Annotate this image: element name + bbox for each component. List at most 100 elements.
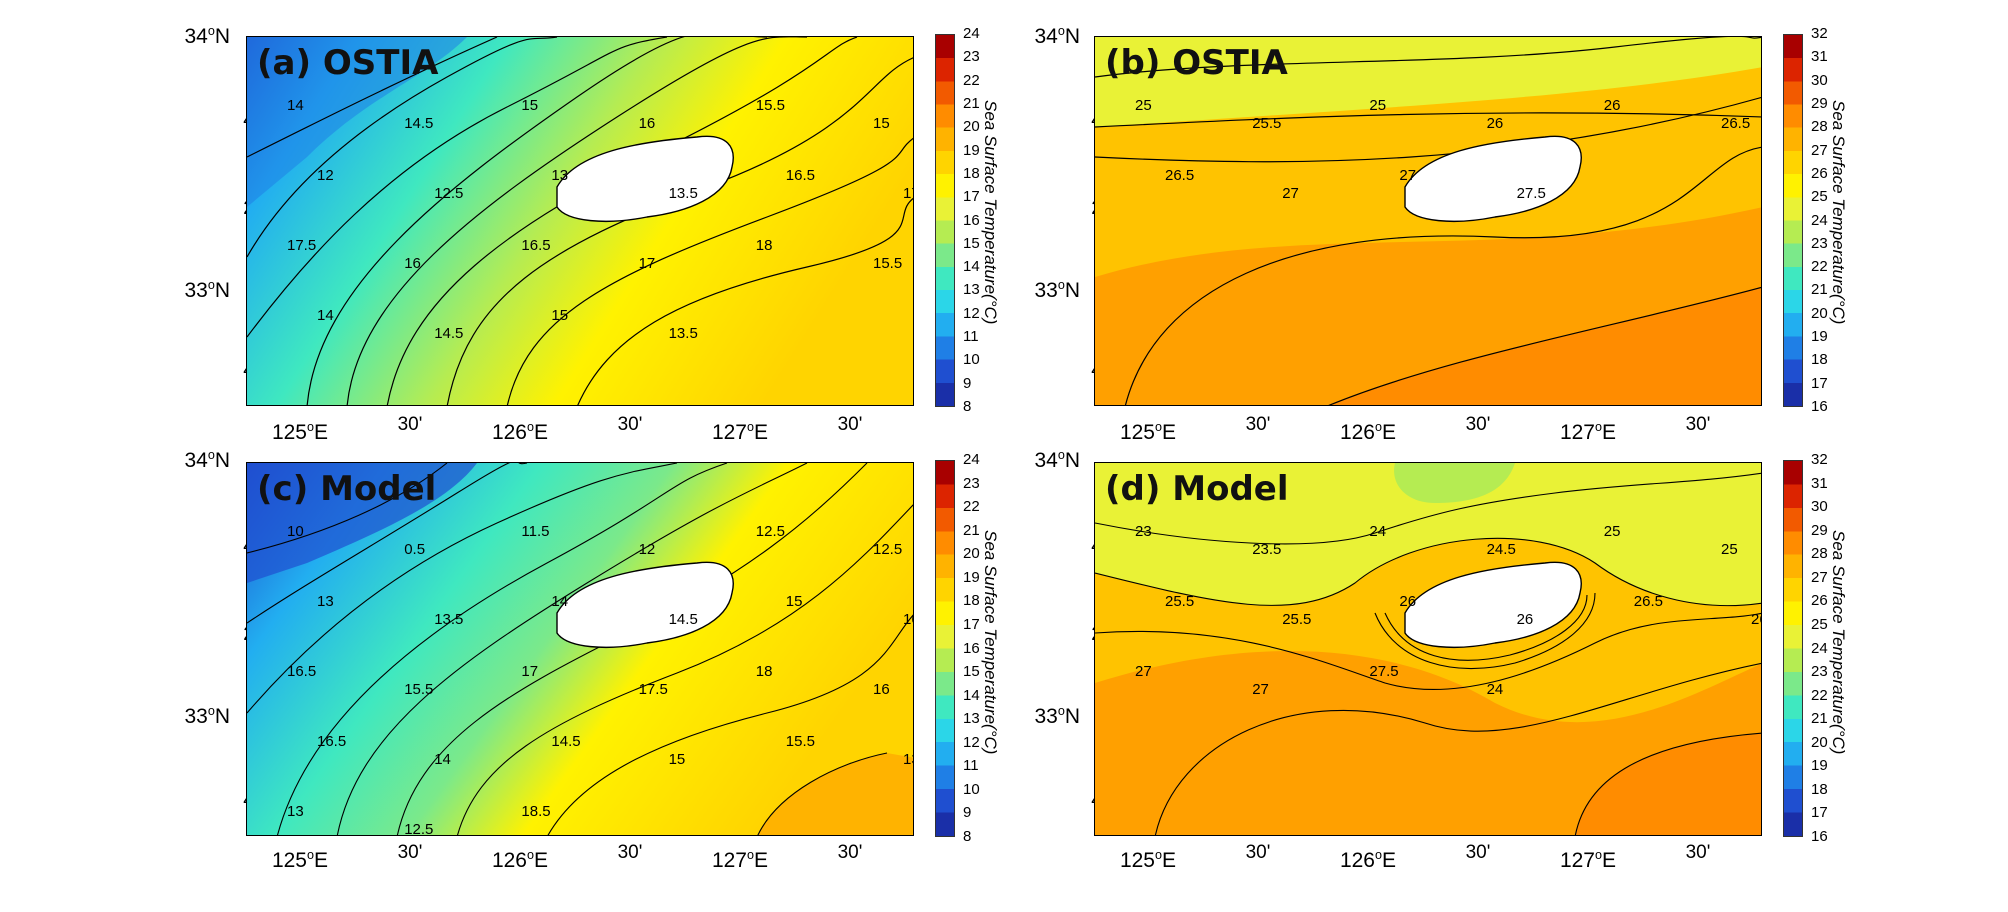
colorbar-tick-label: 10 xyxy=(963,351,980,369)
contour-label: 27.5 xyxy=(1369,663,1399,680)
contour-label: 27 xyxy=(1252,681,1269,698)
colorbar-b xyxy=(1783,34,1803,407)
contour-label: 25 xyxy=(1369,97,1387,114)
colorbar-tick-label: 22 xyxy=(963,498,980,516)
panel-title-c: (c) Model xyxy=(257,469,437,509)
colorbar-tick-label: 18 xyxy=(963,592,980,610)
colorbar-tick-label: 19 xyxy=(963,568,980,586)
colorbar-tick-label: 9 xyxy=(963,374,972,392)
contour-label: 24 xyxy=(1486,681,1504,698)
jeju-island-b xyxy=(1404,135,1582,222)
contour-label: 26.5 xyxy=(1633,593,1663,610)
panel-title-b: (b) OSTIA xyxy=(1105,43,1288,83)
contour-label: 15 xyxy=(551,307,569,324)
colorbar-tick-label: 29 xyxy=(1811,94,1828,112)
colorbar-tick-label: 24 xyxy=(963,25,980,42)
contour-label: 16.5 xyxy=(287,663,317,680)
colorbar-tick-label: 18 xyxy=(1811,780,1828,798)
colorbar-tick-label: 24 xyxy=(963,451,980,468)
colorbar-tick-label: 20 xyxy=(1811,733,1828,751)
contour-label: 12 xyxy=(317,167,334,184)
contour-label: 14 xyxy=(434,751,451,768)
contour-label: 18.5 xyxy=(521,803,551,820)
contour-label: 23.5 xyxy=(1252,541,1282,558)
jeju-island-d xyxy=(1404,561,1582,648)
contour-label: 15.5 xyxy=(404,681,434,698)
colorbar-tick-label: 30 xyxy=(1811,498,1828,516)
colorbar-tick-label: 32 xyxy=(1811,25,1828,42)
colorbar-tick-label: 10 xyxy=(963,780,980,798)
contour-label: 27 xyxy=(1399,167,1417,184)
colorbar-tick-label: 21 xyxy=(963,521,980,539)
contour-label: 27 xyxy=(1135,663,1152,680)
colorbar-title-d: Sea Surface Temperature(°C) xyxy=(1829,530,1848,755)
colorbar-tick-label: 23 xyxy=(963,48,980,66)
lon-label-30a-c: 30' xyxy=(397,842,423,863)
contour-label: 25 xyxy=(1603,523,1621,540)
lon-label-30b-d: 30' xyxy=(1465,842,1491,863)
contour-label: 14.5 xyxy=(668,611,698,628)
colorbar-tick-label: 16 xyxy=(963,211,980,229)
contour-label: 13.5 xyxy=(668,325,698,342)
colorbar-d xyxy=(1783,460,1803,837)
lon-label-126e-d: 126oE xyxy=(1339,848,1397,872)
contour-label: 23 xyxy=(1135,523,1152,540)
sst-field-c xyxy=(247,463,913,835)
lon-label-125e-d: 125oE xyxy=(1119,848,1177,872)
colorbar-tick-label: 13 xyxy=(963,281,980,299)
contour-label: 16 xyxy=(404,255,421,272)
contour-label: 17 xyxy=(903,185,913,202)
contour-label: 14 xyxy=(317,307,334,324)
colorbar-tick-label: 22 xyxy=(963,71,980,89)
lon-label-127e: 127oE xyxy=(711,420,769,444)
contour-label: 0.5 xyxy=(404,541,426,558)
panel-title-a: (a) OSTIA xyxy=(257,43,439,83)
contour-label: 16 xyxy=(903,611,913,628)
colorbar-tick-label: 24 xyxy=(1811,211,1828,229)
contour-label: 17 xyxy=(638,255,656,272)
colorbar-tick-label: 20 xyxy=(1811,304,1828,322)
colorbar-tick-label: 31 xyxy=(1811,474,1828,492)
contour-label: 17.5 xyxy=(638,681,668,698)
colorbar-tick-label: 16 xyxy=(1811,398,1828,415)
contour-label: 26.5 xyxy=(1721,115,1751,132)
lat-label-34n-b: 34oN xyxy=(1034,24,1080,48)
contour-label: 15 xyxy=(668,751,686,768)
lon-label-125e-b: 125oE xyxy=(1119,420,1177,444)
lat-label-33n-d: 33oN xyxy=(1034,704,1080,728)
lon-label-30b-b: 30' xyxy=(1465,414,1491,435)
colorbar-tick-label: 25 xyxy=(1811,615,1828,633)
contour-label: 16.5 xyxy=(317,733,347,750)
colorbar-tick-label: 23 xyxy=(1811,663,1828,681)
lon-label-30c-d: 30' xyxy=(1685,842,1711,863)
colorbar-tick-label: 17 xyxy=(1811,374,1828,392)
colorbar-tick-label: 21 xyxy=(1811,281,1828,299)
lon-label-127e-d: 127oE xyxy=(1559,848,1617,872)
contour-label: 18 xyxy=(755,663,773,680)
colorbar-tick-label: 20 xyxy=(963,545,980,563)
contour-label: 13.5 xyxy=(434,611,464,628)
sst-field-a xyxy=(247,37,913,405)
contour-label: 24.5 xyxy=(1486,541,1516,558)
contour-label: 10 xyxy=(287,523,304,540)
jeju-island-a xyxy=(556,135,734,222)
contour-label: 13 xyxy=(287,803,304,820)
colorbar-tick-label: 17 xyxy=(963,188,980,206)
lon-label-30a-d: 30' xyxy=(1245,842,1271,863)
lon-label-30b-c: 30' xyxy=(617,842,643,863)
contour-label: 14 xyxy=(287,97,304,114)
contour-label: 14.5 xyxy=(434,325,464,342)
lon-label-126e: 126oE xyxy=(491,420,549,444)
contour-label: 24 xyxy=(1369,523,1387,540)
lat-label-33n: 33oN xyxy=(184,278,230,302)
contour-label: 16 xyxy=(638,115,656,132)
colorbar-tick-label: 19 xyxy=(1811,328,1828,346)
colorbar-tick-label: 9 xyxy=(963,804,972,822)
lat-label-33n-b: 33oN xyxy=(1034,278,1080,302)
colorbar-tick-label: 29 xyxy=(1811,521,1828,539)
colorbar-title-a: Sea Surface Temperature(°C) xyxy=(981,100,1000,325)
contour-label: 26 xyxy=(1603,97,1621,114)
lon-label-126e-b: 126oE xyxy=(1339,420,1397,444)
contour-label: 15.5 xyxy=(785,733,815,750)
colorbar-tick-label: 8 xyxy=(963,828,972,845)
